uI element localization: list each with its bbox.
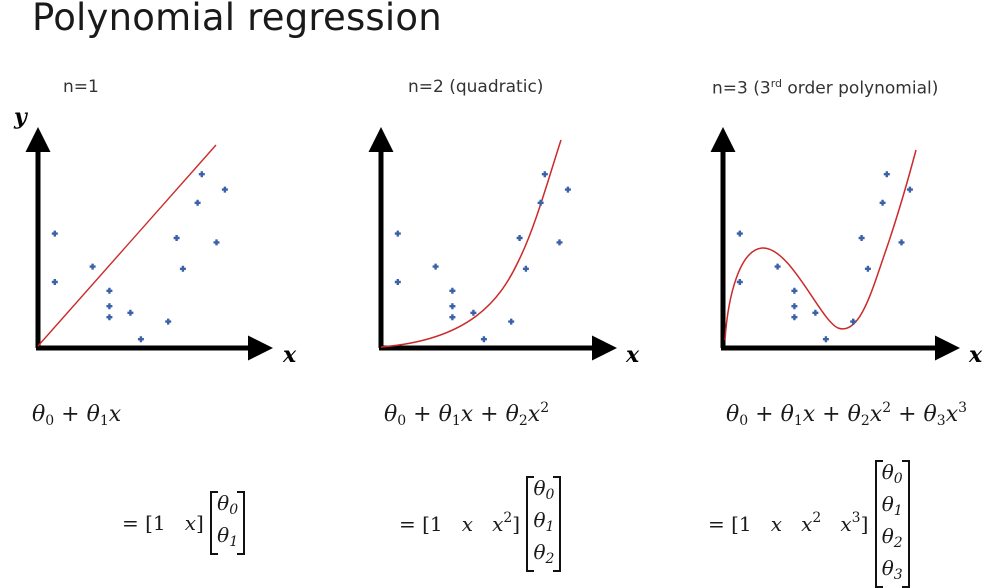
panel-3-formula: θ0 + θ1x + θ2x2 + θ3x3 xyxy=(726,400,968,429)
panel-2-data-point xyxy=(470,309,477,316)
panel-2-matrix: = [1 x x2] θ0 θ1 θ2 xyxy=(399,476,562,572)
panel-3-data-point xyxy=(850,318,857,325)
panel-3-data-point xyxy=(883,171,890,178)
panel-1-data-point xyxy=(51,230,58,237)
page-title: Polynomial regression xyxy=(32,0,442,39)
panel-3-data-point xyxy=(812,309,819,316)
panel-1-x-label: x xyxy=(282,342,297,368)
panel-2-points xyxy=(394,171,571,343)
panel-1-axes xyxy=(25,127,273,361)
panel-3-label-sup: rd xyxy=(770,77,782,90)
panel-3-x-label: x xyxy=(968,342,983,368)
panel-2-data-point xyxy=(556,239,563,246)
panel-3-data-point xyxy=(791,314,798,321)
panel-3-column-vector: θ0 θ1 θ2 θ3 xyxy=(874,460,910,588)
panel-3-data-point xyxy=(736,230,743,237)
panel-2-data-point xyxy=(449,303,456,310)
panel-1-formula: θ0 + θ1x xyxy=(32,402,122,429)
panel-1-y-label: y xyxy=(13,104,29,130)
panel-1-data-point xyxy=(89,263,96,270)
panel-2-data-point xyxy=(537,199,544,206)
panel-1-data-point xyxy=(173,235,180,241)
panel-1-column-vector: θ0 θ1 xyxy=(210,491,246,555)
panel-3-fit-curve xyxy=(724,149,917,341)
panel-1-data-point xyxy=(106,303,113,310)
panel-2-data-point xyxy=(480,336,487,343)
panel-3-matrix: = [1 x x2 x3] θ0 θ1 θ2 θ3 xyxy=(708,460,910,588)
panel-1-fit-line xyxy=(37,144,217,347)
panel-2-formula: θ0 + θ1x + θ2x2 xyxy=(384,400,550,429)
panel-3-data-point xyxy=(898,239,905,246)
panel-1-data-point xyxy=(213,239,220,246)
panel-2-data-point xyxy=(449,314,456,321)
panel-1-label: n=1 xyxy=(63,77,99,97)
panel-3-data-point xyxy=(791,287,798,294)
panel-2-data-point xyxy=(541,171,548,178)
panel-2-data-point xyxy=(516,235,523,241)
panel-1-data-point xyxy=(127,309,134,316)
panel-1-data-point xyxy=(137,336,144,343)
panel-3-data-point xyxy=(736,279,743,285)
panel-3-data-point xyxy=(774,263,781,270)
panel-3-data-point xyxy=(864,265,871,272)
panel-3-data-point xyxy=(791,303,798,310)
panel-2-data-point xyxy=(394,230,401,237)
panel-1-data-point xyxy=(221,186,228,193)
panel-2-x-label: x xyxy=(625,342,640,368)
panel-3-points xyxy=(736,171,913,343)
panel-1-data-point xyxy=(194,199,201,206)
panel-2-data-point xyxy=(508,318,515,325)
panel-3-label-main: n=3 (3 xyxy=(712,78,771,99)
panel-1-data-point xyxy=(198,171,205,178)
panel-3-data-point xyxy=(822,336,829,343)
panel-3-data-point xyxy=(879,199,886,206)
panel-2-data-point xyxy=(394,279,401,285)
panel-3-axes xyxy=(710,127,960,361)
panel-2-data-point xyxy=(432,263,439,270)
panel-2-data-point xyxy=(522,265,529,272)
panel-1-data-point xyxy=(165,318,172,325)
panel-1-data-point xyxy=(51,279,58,285)
panel-3-label-tail: order polynomial) xyxy=(782,78,939,99)
panel-3-data-point xyxy=(858,235,865,241)
panel-3-data-point xyxy=(906,186,913,193)
panel-1-matrix: = [1 x] θ0 θ1 xyxy=(122,491,246,555)
panel-2-column-vector: θ0 θ1 θ2 xyxy=(526,476,562,572)
panel-1-data-point xyxy=(179,265,186,272)
panel-1-data-point xyxy=(106,314,113,321)
panel-1-data-point xyxy=(106,287,113,294)
panel-1-points xyxy=(51,171,228,343)
panel-2-data-point xyxy=(564,186,571,193)
panel-3-label: n=3 (3rd order polynomial) xyxy=(712,77,938,99)
panel-2-data-point xyxy=(449,287,456,294)
panel-2-axes xyxy=(368,127,617,361)
panel-2-fit-curve xyxy=(380,139,562,348)
panel-2-label: n=2 (quadratic) xyxy=(408,77,544,97)
